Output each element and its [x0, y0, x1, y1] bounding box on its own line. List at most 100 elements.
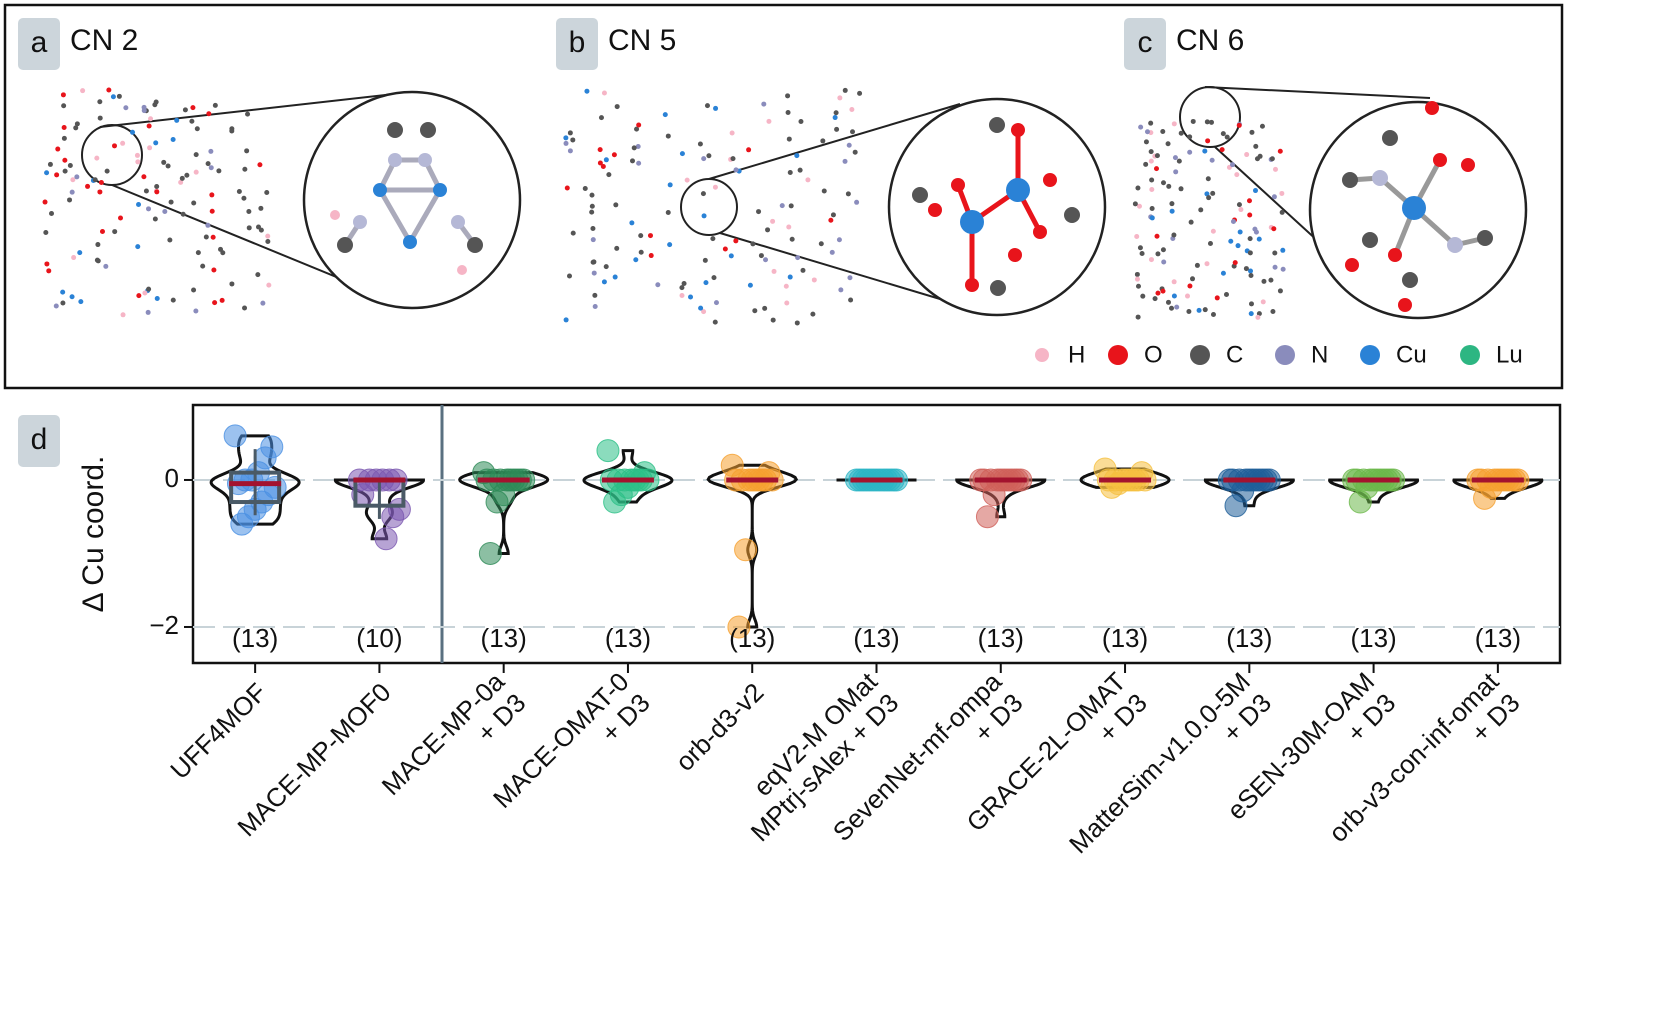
atom: [810, 311, 816, 317]
atom: [1206, 195, 1212, 201]
atoms: [330, 122, 483, 275]
count-label: (13): [978, 623, 1024, 653]
atom: [154, 189, 160, 195]
atom: [69, 294, 75, 300]
count-label: (13): [232, 623, 278, 653]
atom: [636, 122, 642, 128]
atom: [174, 117, 180, 123]
atom: [598, 115, 604, 121]
atom: [211, 267, 217, 273]
zoom-source: [81, 124, 143, 186]
panel-badge: [556, 18, 598, 70]
atom: [570, 137, 576, 143]
atom: [116, 93, 122, 99]
atom: [210, 234, 216, 240]
atom: [563, 140, 569, 146]
atom: [219, 297, 225, 303]
count-label: (10): [356, 623, 402, 653]
atom: [779, 203, 785, 209]
atom: [212, 300, 218, 306]
atom: [123, 105, 129, 111]
atom: [135, 159, 141, 165]
atom: [1210, 190, 1216, 196]
atom: [1204, 261, 1210, 267]
atom: [564, 185, 570, 191]
atom: [591, 259, 597, 265]
atom: [681, 281, 687, 287]
atom: [229, 281, 235, 287]
atom: [136, 201, 142, 207]
atom: [1219, 147, 1225, 153]
atom: [1172, 155, 1178, 161]
atom: [242, 305, 248, 311]
atom: [47, 161, 53, 167]
atom: [229, 128, 235, 134]
atom: [1280, 247, 1286, 253]
atom: [1154, 233, 1160, 239]
atom: [67, 197, 73, 203]
atom: [784, 300, 790, 306]
atom: [770, 317, 776, 323]
zoom-source: [680, 178, 738, 236]
atom: [797, 167, 803, 173]
atom: [771, 268, 777, 274]
atom: [747, 282, 753, 288]
atom: [255, 224, 261, 230]
legend-swatch: [1360, 345, 1380, 365]
atom: [603, 264, 609, 270]
atom: [1149, 215, 1155, 221]
atom: [1220, 270, 1226, 276]
atom: [200, 263, 206, 269]
atom: [94, 155, 100, 161]
atom: [209, 208, 215, 214]
atom: [1236, 202, 1242, 208]
atom: [713, 300, 719, 306]
atom: [1223, 291, 1229, 297]
atom: [1224, 134, 1230, 140]
atom: [612, 274, 618, 280]
legend-swatch: [1460, 345, 1480, 365]
count-label: (13): [729, 623, 775, 653]
atom: [203, 234, 209, 240]
atom: [104, 168, 110, 174]
atom: [1210, 311, 1216, 317]
legend-swatch: [1108, 345, 1128, 365]
atom: [567, 130, 573, 136]
atom: [216, 168, 222, 174]
atom: [597, 147, 603, 153]
atom: [665, 133, 671, 139]
atom: [1171, 293, 1177, 299]
atom: [589, 203, 595, 209]
atom: [1165, 141, 1171, 147]
atom: [67, 162, 73, 168]
atom: [46, 268, 52, 274]
atom: [794, 320, 800, 326]
x-tick-label: UFF4MOF: [164, 677, 272, 785]
atom: [170, 297, 176, 303]
atom: [662, 112, 668, 118]
atom: [193, 152, 199, 158]
atom: [99, 229, 105, 235]
panel-letter: a: [31, 26, 48, 59]
atom: [246, 225, 252, 231]
atom: [766, 118, 772, 124]
atom: [820, 138, 826, 144]
atom: [1230, 219, 1236, 225]
atom: [118, 215, 124, 221]
atom: [713, 105, 719, 111]
point: [230, 512, 254, 536]
atom: [770, 218, 776, 224]
atom: [758, 253, 764, 259]
atom: [733, 167, 739, 173]
atom: [712, 319, 718, 325]
atom: [700, 191, 706, 197]
atom: [194, 126, 200, 132]
atom: [613, 202, 619, 208]
atom: [153, 140, 159, 146]
atom: [190, 105, 196, 111]
atom: [265, 239, 271, 245]
atom: [589, 209, 595, 215]
atom: [730, 156, 736, 162]
count-label: (13): [1475, 623, 1521, 653]
panel-title: CN 2: [70, 24, 138, 57]
